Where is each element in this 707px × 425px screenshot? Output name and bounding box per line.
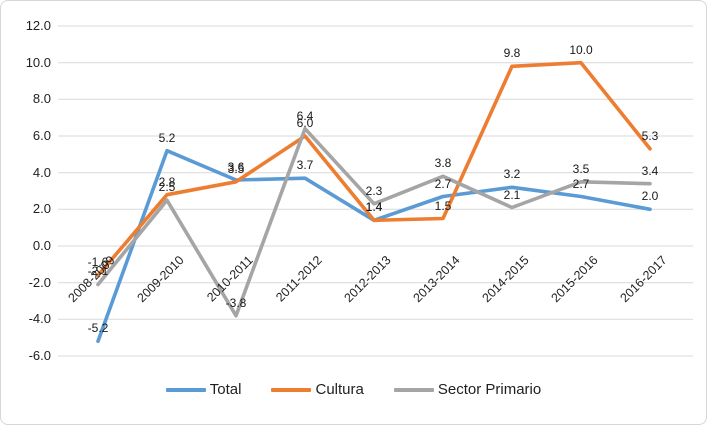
y-axis-tick-label: -2.0 [28,274,51,290]
data-label-sector-primario-2016-2017: 3.4 [641,163,659,178]
data-label-total-2010-2011: 3.6 [227,160,245,174]
data-label-total-2011-2012: 3.7 [296,158,314,173]
y-axis-tick-label: -6.0 [28,347,51,363]
legend-item-total: Total [165,381,242,398]
y-axis-tick-label: 2.0 [32,201,51,217]
y-axis-tick-label: 10.0 [25,54,51,70]
data-label-sector-primario-2011-2012: 6.4 [296,108,314,123]
y-axis-tick-label: 0.0 [32,238,51,253]
data-label-cultura-2016-2017: 5.3 [641,128,659,143]
data-label-sector-primario-2012-2013: 2.3 [365,183,383,198]
data-label-sector-primario-2015-2016: 3.5 [572,161,590,176]
data-label-cultura-2009-2010: 2.8 [158,174,176,189]
data-label-cultura-2015-2016: 10.0 [569,42,593,57]
data-label-sector-primario-2008-2009: -2.1 [87,264,109,279]
legend-label-sector-primario: Sector Primario [437,381,542,398]
legend-label-cultura: Cultura [315,381,364,398]
data-label-total-2014-2015: 3.2 [503,167,521,182]
data-label-total-2015-2016: 2.7 [572,176,590,191]
y-axis-tick-label: 4.0 [32,164,51,180]
data-label-total-2008-2009: -5.2 [87,321,109,336]
legend-swatch-sector-primario [393,387,434,392]
data-label-total-2013-2014: 2.7 [434,176,452,191]
legend-label-total: Total [209,381,242,398]
series-line-sector-primario [96,126,652,318]
legend: Total Cultura Sector Primario [1,381,706,398]
data-label-sector-primario-2014-2015: 2.1 [503,187,521,202]
data-label-sector-primario-2009-2010: 2.5 [158,180,176,195]
data-label-cultura-2013-2014: 1.5 [434,198,452,213]
data-label-cultura-2011-2012: 6.0 [296,116,314,130]
y-axis-tick-label: 8.0 [32,91,51,107]
legend-swatch-total [165,387,206,392]
legend-item-cultura: Cultura [271,381,364,398]
legend-item-sector-primario: Sector Primario [393,381,542,398]
data-label-total-2012-2013: 1.4 [365,200,383,215]
data-label-sector-primario-2013-2014: 3.8 [434,156,452,171]
data-label-cultura-2014-2015: 9.8 [503,46,521,61]
data-label-cultura-2010-2011: 3.5 [227,161,245,176]
data-label-total-2009-2010: 5.2 [158,130,176,145]
data-label-total-2016-2017: 2.0 [641,189,659,204]
y-axis-tick-label: 12.0 [25,18,51,33]
data-label-cultura-2008-2009: -1.6 [87,255,109,270]
series-line-cultura [96,60,652,278]
data-label-cultura-2012-2013: 1.4 [365,200,383,215]
y-axis-tick-label: -4.0 [28,311,51,327]
data-label-sector-primario-2010-2011: -3.8 [225,295,247,310]
legend-swatch-cultura [271,387,312,392]
y-axis-tick-label: 6.0 [32,128,51,143]
